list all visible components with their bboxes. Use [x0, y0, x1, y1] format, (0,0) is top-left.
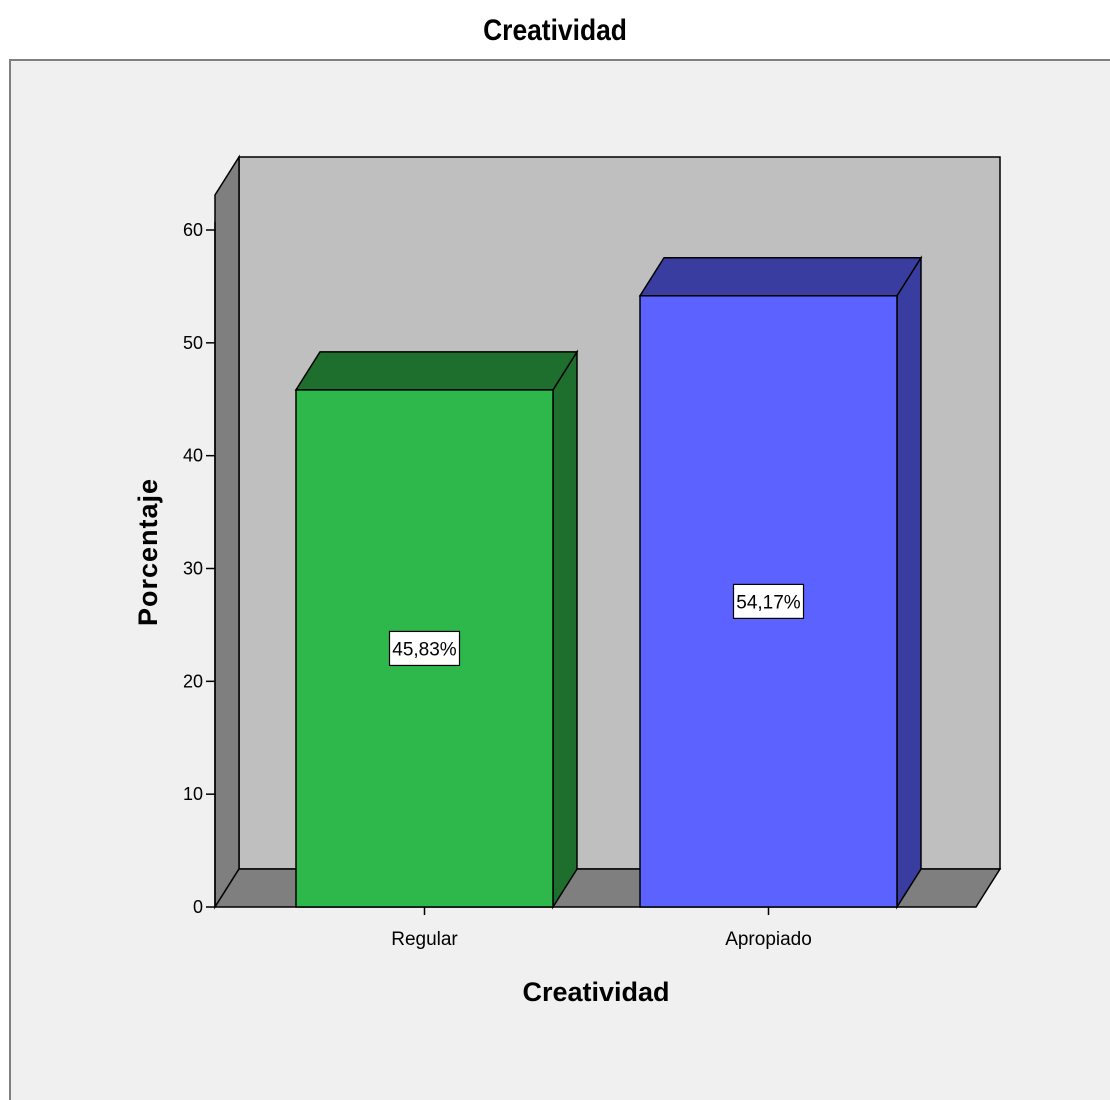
bar-side-2: [896, 255, 922, 910]
x-tick-label: Regular: [391, 929, 458, 950]
x-tick-label: Apropiado: [725, 929, 812, 950]
y-tick-label: 0: [193, 897, 203, 917]
y-axis-title: Porcentaje: [133, 478, 163, 626]
y-tick-label: 60: [183, 220, 203, 240]
y-tick-label: 10: [183, 784, 203, 804]
data-label-box-1: [388, 630, 461, 667]
left-wall: [214, 154, 240, 910]
x-axis-title: Creatividad: [522, 977, 669, 1007]
y-tick-label: 40: [183, 446, 203, 466]
chart-title: Creatividad: [483, 14, 627, 47]
y-tick-label: 30: [183, 559, 203, 579]
y-tick-label: 50: [183, 333, 203, 353]
data-label-1: 45,83%: [392, 639, 457, 660]
bar-top-1: [294, 351, 579, 391]
y-tick-label: 20: [183, 671, 203, 691]
data-label-2: 54,17%: [736, 592, 801, 613]
data-label-box-2: [732, 583, 805, 619]
bar-side-1: [552, 349, 578, 910]
bar-top-2: [638, 257, 923, 297]
